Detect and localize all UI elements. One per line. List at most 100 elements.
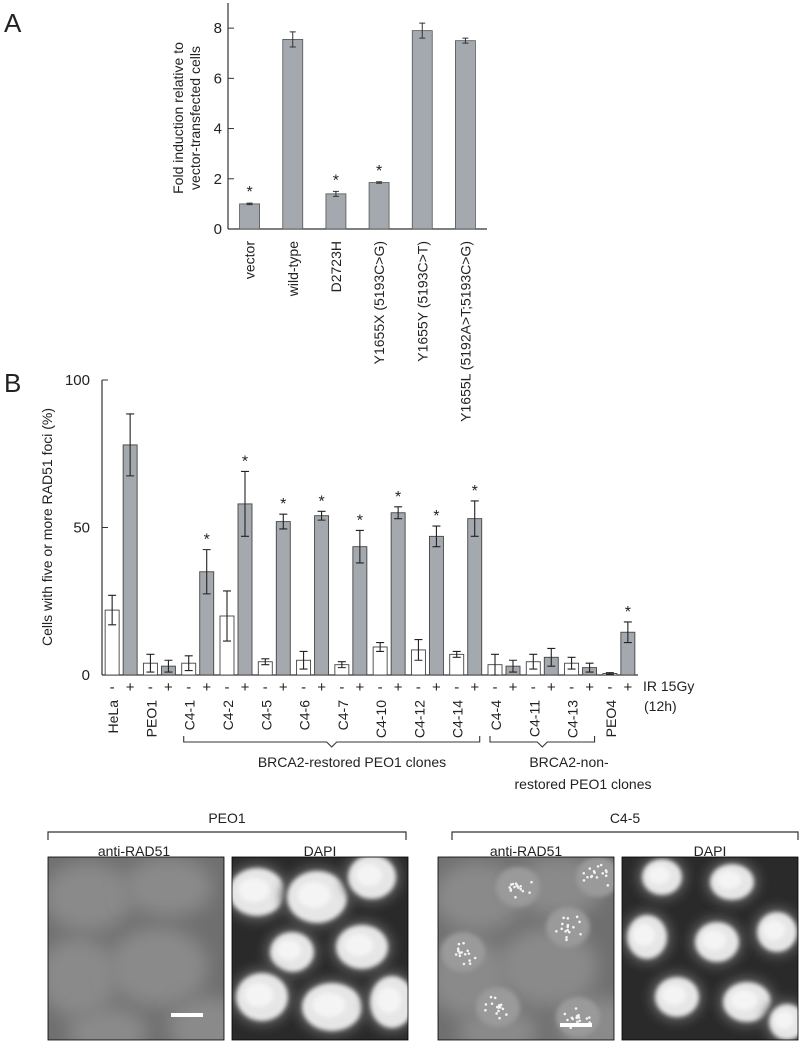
significance-star: * xyxy=(280,496,286,513)
chart-b: Cells with five or more RAD51 foci (%) I… xyxy=(39,372,694,792)
treatment-sign-minus: - xyxy=(110,679,115,696)
nucleus-highlight xyxy=(648,866,670,884)
rad51-focus xyxy=(601,872,605,875)
nucleus-highlight xyxy=(763,920,785,940)
rad51-focus xyxy=(576,1020,579,1024)
treatment-sign-minus: - xyxy=(339,679,344,696)
rad51-focus xyxy=(571,1017,575,1021)
rad51-focus xyxy=(513,885,516,889)
chart-a-ytick-label: 8 xyxy=(214,20,222,37)
chart-b-xtick-label: C4-14 xyxy=(450,700,466,738)
rad51-focus xyxy=(509,883,513,886)
scale-bar xyxy=(560,1023,592,1027)
bar-c4-6-plus xyxy=(314,515,330,676)
error-bar-peo1-minus xyxy=(146,653,155,673)
rad51-focus xyxy=(604,869,608,872)
micro-group-label-peo1: PEO1 xyxy=(208,810,246,826)
rad51-focus xyxy=(489,995,493,999)
error-bar-y1655y-5193c-t xyxy=(419,22,426,39)
cell-body xyxy=(48,862,133,932)
error-bar-peo4-plus xyxy=(623,621,632,644)
rad51-focus xyxy=(463,952,467,956)
panel-label-a: A xyxy=(4,8,22,38)
significance-star: * xyxy=(625,604,631,621)
treatment-sublabel: (12h) xyxy=(644,698,677,714)
error-bar-wild-type xyxy=(289,31,296,48)
chart-b-ytick-label: 0 xyxy=(82,667,90,684)
rad51-focus xyxy=(560,927,564,931)
rad51-focus xyxy=(509,889,513,892)
bar-c4-10-plus xyxy=(390,512,406,676)
error-bar-vector xyxy=(246,202,253,206)
chart-b-xtick-label: PEO4 xyxy=(603,700,619,738)
rad51-focus xyxy=(462,941,465,945)
micro-label-c45-dapi: DAPI xyxy=(694,843,727,859)
error-bar-c4-12-minus xyxy=(414,639,423,661)
rad51-focus xyxy=(575,1016,578,1020)
chart-b-xtick-label: C4-1 xyxy=(182,700,198,731)
rad51-focus xyxy=(473,956,477,960)
chart-b-xtick-label: C4-7 xyxy=(335,700,351,731)
rad51-focus xyxy=(519,884,523,888)
treatment-sign-plus: + xyxy=(394,679,403,696)
treatment-sign-minus: - xyxy=(531,679,536,696)
error-bar-c4-10-plus xyxy=(394,506,403,520)
chart-b-xtick-label: C4-13 xyxy=(565,700,581,738)
nucleus-highlight xyxy=(276,940,302,960)
rad51-focus xyxy=(484,1003,488,1006)
nucleus-highlight xyxy=(774,1011,794,1029)
chart-a-xtick-label: Y1655Y (5193C>T) xyxy=(414,241,430,362)
error-bar-c4-5-plus xyxy=(279,513,288,530)
nucleus-highlight xyxy=(244,983,274,1007)
rad51-focus xyxy=(495,1012,498,1015)
rad51-focus xyxy=(572,925,575,929)
chart-b-xtick-label: C4-10 xyxy=(373,700,389,738)
rad51-focus xyxy=(468,959,471,962)
micrograph-panel: PEO1 C4-5 anti-RAD51 DAPI anti-RAD51 DAP… xyxy=(47,810,799,1041)
rad51-focus xyxy=(508,886,511,889)
error-bar-c4-12-plus xyxy=(432,525,441,548)
treatment-sign-plus: + xyxy=(547,679,556,696)
bar-y1655l-5192a-t-5193c-g xyxy=(455,40,476,230)
significance-star: * xyxy=(242,453,248,470)
error-bar-d2723h xyxy=(332,190,339,197)
chart-b-xtick-label: HeLa xyxy=(105,700,121,734)
rad51-focus xyxy=(501,1007,505,1011)
rad51-focus xyxy=(579,932,582,936)
nucleus-highlight xyxy=(633,924,655,946)
rad51-focus xyxy=(565,935,568,939)
significance-star: * xyxy=(357,512,363,529)
nucleus-highlight xyxy=(661,985,687,1005)
nucleus-highlight xyxy=(716,871,742,889)
treatment-sign-plus: + xyxy=(432,679,441,696)
rad51-focus xyxy=(596,865,600,868)
chart-a-ytick-label: 6 xyxy=(214,70,222,87)
nucleus-highlight xyxy=(376,987,402,1013)
nucleus-highlight xyxy=(238,878,270,902)
chart-b-xtick-label: C4-5 xyxy=(258,700,274,731)
chart-a-xtick-label: wild-type xyxy=(285,241,301,297)
scale-bar xyxy=(171,1013,203,1017)
bar-c4-12-plus xyxy=(428,535,444,676)
error-bar-c4-1-plus xyxy=(202,549,211,595)
treatment-sign-plus: + xyxy=(509,679,518,696)
micro-group-label-c4-5: C4-5 xyxy=(610,810,641,826)
rad51-focus xyxy=(458,951,461,954)
micrograph-frame xyxy=(437,856,615,1041)
rad51-focus xyxy=(593,871,596,874)
chart-b-xtick-label: C4-11 xyxy=(526,700,542,737)
rad51-focus xyxy=(565,938,568,942)
micrograph-frame xyxy=(621,856,799,1041)
error-bar-hela-plus xyxy=(126,413,135,477)
rad51-focus xyxy=(498,1016,501,1020)
group-label-nonrestored-line2: restored PEO1 clones xyxy=(515,776,652,792)
rad51-focus xyxy=(582,879,586,882)
chart-b-xtick-label: PEO1 xyxy=(143,700,159,738)
treatment-sign-minus: - xyxy=(148,679,153,696)
chart-a-xtick-label: Y1655L (5192A>T;5193C>G) xyxy=(457,241,473,422)
group-label-restored: BRCA2-restored PEO1 clones xyxy=(258,754,446,770)
chart-b-xtick-label: C4-2 xyxy=(220,700,236,731)
error-bar-c4-7-plus xyxy=(355,529,364,564)
significance-star: * xyxy=(472,483,478,500)
treatment-sign-plus: + xyxy=(585,679,594,696)
